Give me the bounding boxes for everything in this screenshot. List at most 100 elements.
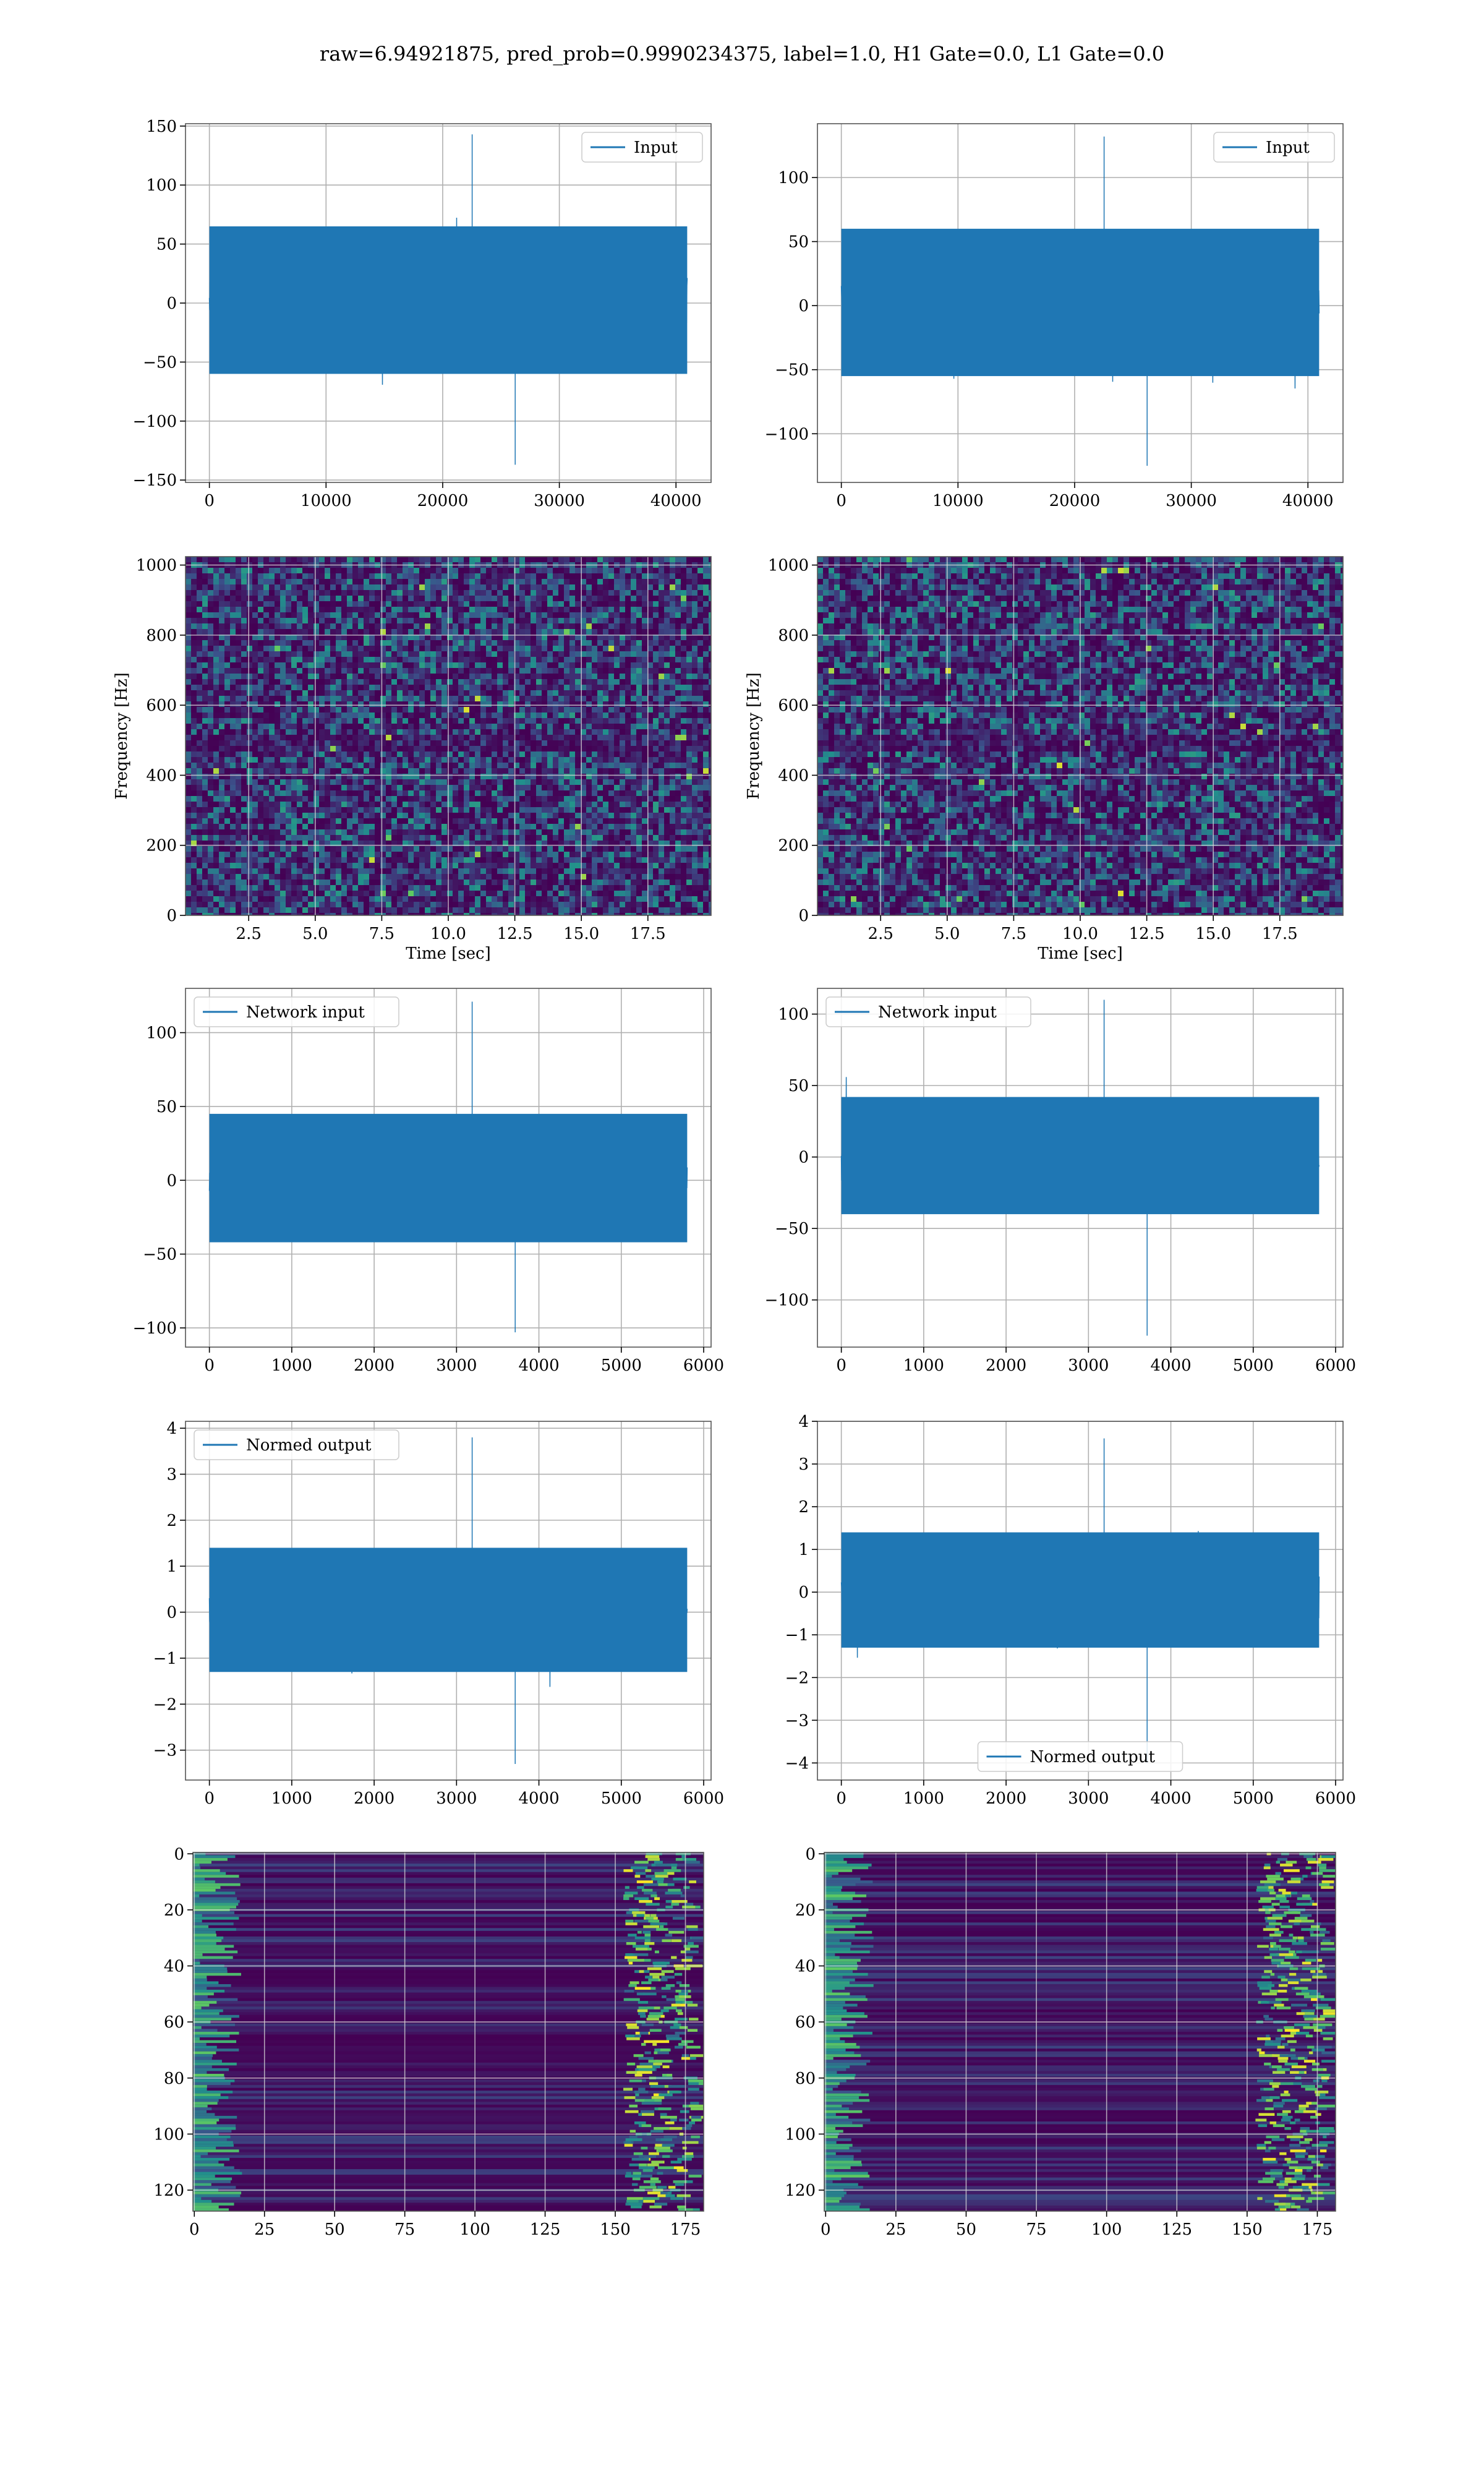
ticks: 2.5 5.0 7.5 10.0 12.5 15.0 17.5 0 200 400 600 800 10…: [768, 557, 1298, 943]
y-tick-label: 0: [798, 297, 809, 315]
y-tick-label: 150: [146, 118, 177, 136]
ticks: 0 25 50 75 100 125 150 175 0 20 40 60 80 100 120: [153, 1845, 701, 2239]
y-tick-label: 60: [164, 2013, 184, 2032]
x-tick-label: 6000: [1315, 1356, 1356, 1375]
y-tick-label: 100: [785, 2125, 816, 2144]
ticks: 0 10000 20000 30000 40000 −150 −100 −50 0 50 100 15…: [133, 118, 702, 510]
series-band: [841, 228, 1320, 377]
y-tick-label: 40: [795, 1958, 816, 1976]
panel-normout-h1: Normed output 0 1000 2000 3000 4000 5000 6000 −3…: [153, 1419, 724, 1808]
y-tick-label: 1000: [136, 557, 177, 575]
grid: [824, 1852, 1336, 2211]
panel-input-l1: Input 0 10000 20000 30000 40000 −100 −50 0 50 100: [765, 123, 1344, 510]
legend: Network input: [825, 996, 1031, 1027]
y-tick-label: 50: [156, 1098, 177, 1116]
x-tick-label: 100: [459, 2220, 490, 2239]
y-tick-label: −50: [775, 1220, 809, 1238]
panel-feat-h1: 0 25 50 75 100 125 150 175 0 20 40 60 80 100 120: [153, 1845, 704, 2239]
y-tick-label: 80: [795, 2070, 816, 2088]
y-tick-label: 4: [166, 1419, 177, 1438]
y-axis-label: Frequency [Hz]: [113, 672, 131, 800]
y-tick-label: −3: [153, 1742, 177, 1760]
y-tick-label: 0: [798, 1149, 809, 1167]
x-tick-label: 7.5: [1001, 925, 1026, 943]
legend-label: Normed output: [1030, 1748, 1156, 1766]
legend: Input: [581, 132, 703, 163]
grid: [193, 1852, 704, 2211]
y-tick-label: 60: [795, 2013, 816, 2032]
x-tick-label: 10.0: [1062, 925, 1098, 943]
y-tick-label: −2: [153, 1695, 177, 1714]
x-tick-label: 2000: [986, 1789, 1026, 1808]
y-axis-label: Frequency [Hz]: [744, 672, 763, 800]
x-tick-label: 150: [600, 2220, 631, 2239]
y-tick-label: 600: [778, 696, 809, 715]
legend-label: Input: [1266, 139, 1310, 157]
axes-frame: [817, 1421, 1344, 1781]
series-band: [841, 1097, 1320, 1215]
grid: [186, 557, 711, 916]
legend-label: Input: [634, 139, 678, 157]
y-tick-label: 3: [166, 1466, 177, 1484]
x-tick-label: 0: [204, 1356, 215, 1375]
ticks: 0 1000 2000 3000 4000 5000 6000 −100 −50 0 50 100: [133, 1024, 725, 1375]
x-tick-label: 1000: [903, 1789, 944, 1808]
y-tick-label: 0: [166, 907, 177, 925]
figure-title: raw=6.94921875, pred_prob=0.9990234375, …: [319, 42, 1165, 66]
ticks: 0 25 50 75 100 125 150 175 0 20 40 60 80 100 120: [785, 1845, 1333, 2239]
series-band: [209, 1113, 688, 1243]
x-tick-label: 125: [530, 2220, 561, 2239]
x-tick-label: 75: [1026, 2220, 1047, 2239]
x-tick-label: 2.5: [868, 925, 893, 943]
y-tick-label: 0: [166, 1604, 177, 1622]
y-tick-label: 120: [785, 2181, 816, 2200]
y-tick-label: 100: [778, 169, 809, 187]
panel-input-h1: Input 0 10000 20000 30000 40000 −150 −100 −50 0 50…: [133, 118, 712, 510]
axes-frame: [192, 1852, 704, 2212]
legend-box: [1213, 132, 1335, 163]
legend: Network input: [194, 996, 399, 1027]
x-tick-label: 17.5: [630, 925, 666, 943]
ticks: 2.5 5.0 7.5 10.0 12.5 15.0 17.5 0 200 400 600 800 10…: [136, 557, 666, 943]
y-tick-label: 200: [778, 837, 809, 855]
x-tick-label: 2.5: [236, 925, 262, 943]
legend: Normed output: [977, 1741, 1183, 1772]
y-tick-label: 800: [146, 627, 177, 645]
y-tick-label: 80: [164, 2070, 184, 2088]
y-tick-label: 600: [146, 696, 177, 715]
series-band: [841, 1532, 1320, 1648]
x-tick-label: 0: [836, 1356, 846, 1375]
x-tick-label: 25: [885, 2220, 906, 2239]
y-tick-label: 100: [778, 1006, 809, 1024]
x-tick-label: 3000: [436, 1356, 477, 1375]
x-tick-label: 15.0: [1195, 925, 1231, 943]
x-tick-label: 175: [670, 2220, 701, 2239]
y-tick-label: −50: [775, 361, 809, 380]
legend: Normed output: [194, 1429, 399, 1460]
y-tick-label: 1: [166, 1557, 177, 1576]
y-tick-label: −100: [133, 1319, 177, 1338]
x-tick-label: 0: [836, 1789, 846, 1808]
legend-label: Normed output: [246, 1436, 372, 1455]
y-tick-label: 0: [798, 907, 809, 925]
x-tick-label: 12.5: [497, 925, 533, 943]
y-tick-label: 20: [164, 1901, 184, 1920]
panel-feat-l1: 0 25 50 75 100 125 150 175 0 20 40 60 80 100 120: [785, 1845, 1336, 2239]
x-tick-label: 5000: [601, 1789, 642, 1808]
y-tick-label: −150: [133, 471, 177, 490]
heatmap-cells: [817, 557, 1343, 915]
x-tick-label: 25: [254, 2220, 275, 2239]
x-tick-label: 0: [204, 1789, 215, 1808]
x-axis-label: Time [sec]: [406, 944, 491, 963]
legend: Input: [1213, 132, 1335, 163]
panel-spec-l1: 2.5 5.0 7.5 10.0 12.5 15.0 17.5 0 200 400 600 800 10…: [744, 556, 1344, 963]
axes-frame: [817, 988, 1344, 1348]
x-tick-label: 15.0: [563, 925, 599, 943]
y-tick-label: 0: [805, 1845, 816, 1864]
y-tick-label: −1: [153, 1650, 177, 1668]
y-tick-label: −1: [785, 1626, 809, 1645]
x-tick-label: 17.5: [1262, 925, 1298, 943]
y-tick-label: 0: [798, 1583, 809, 1602]
